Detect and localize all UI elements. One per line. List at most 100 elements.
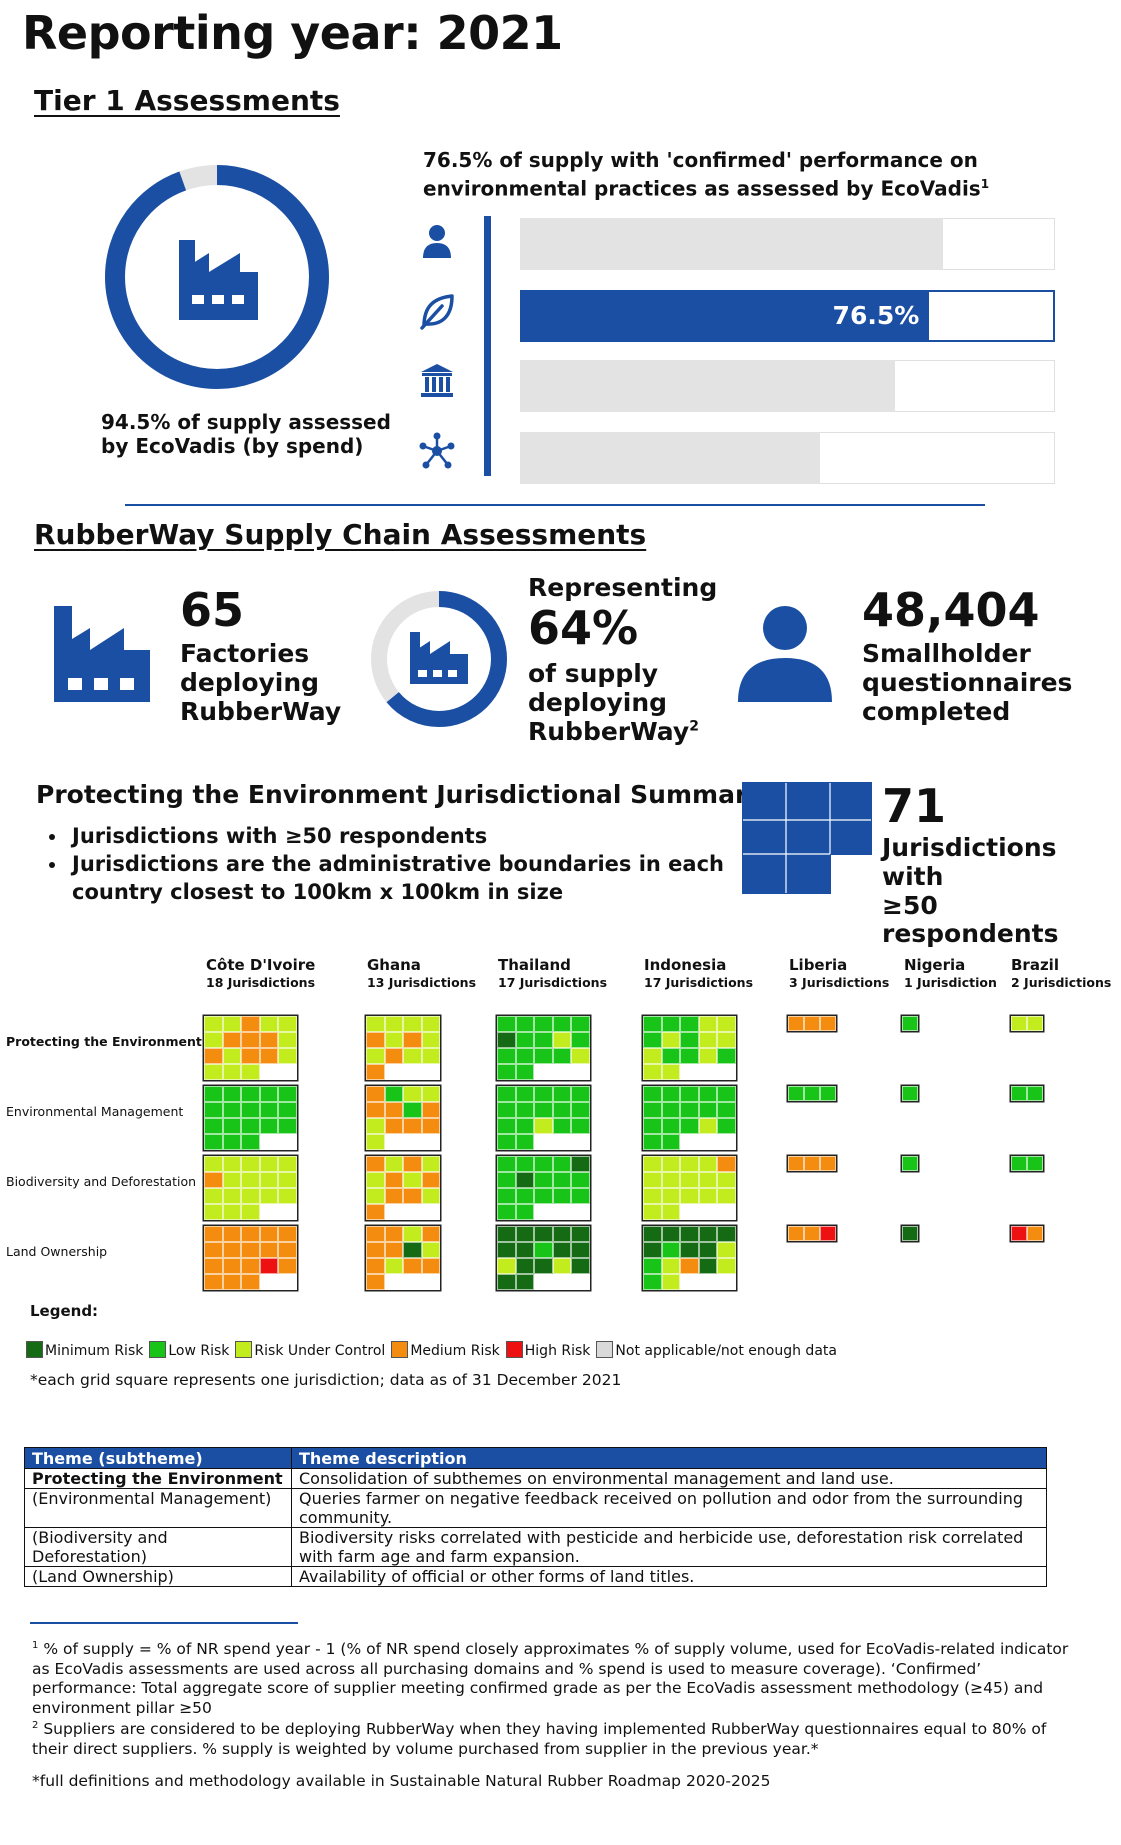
jurisdiction-cell bbox=[259, 1172, 278, 1188]
jurisdiction-cell bbox=[515, 1032, 534, 1048]
table-row: (Land Ownership) Availability of officia… bbox=[24, 1566, 1047, 1587]
jurisdiction-cell bbox=[661, 1118, 680, 1134]
jurisdiction-cell bbox=[717, 1032, 736, 1048]
jurisdiction-cell bbox=[680, 1048, 699, 1064]
jurisdiction-cell bbox=[241, 1172, 260, 1188]
jurisdiction-cell bbox=[421, 1156, 440, 1172]
jurisdiction-cell bbox=[204, 1188, 223, 1204]
jurisdiction-cell bbox=[259, 1102, 278, 1118]
jurisdiction-cell bbox=[403, 1258, 422, 1274]
legend-swatch bbox=[391, 1341, 409, 1358]
jurisdiction-cell bbox=[571, 1242, 590, 1258]
jurisdiction-cell bbox=[278, 1258, 297, 1274]
footnote-1-text: % of supply = % of NR spend year - 1 (% … bbox=[32, 1640, 1069, 1717]
rubberway-section-title: RubberWay Supply Chain Assessments bbox=[34, 518, 647, 551]
jurisdiction-cell bbox=[384, 1118, 403, 1134]
jurisdiction-cell bbox=[1011, 1226, 1027, 1241]
legend-swatch bbox=[505, 1341, 523, 1358]
jurisdiction-cell bbox=[497, 1016, 516, 1032]
jurisdiction-cell bbox=[222, 1064, 241, 1080]
jurisdiction-cell bbox=[222, 1032, 241, 1048]
jurisdiction-cell bbox=[717, 1258, 736, 1274]
jurisdiction-cell bbox=[222, 1204, 241, 1220]
table-header-cell: Theme description bbox=[291, 1447, 1047, 1469]
country-name: Côte D'Ivoire bbox=[206, 956, 316, 974]
jurisdiction-cell bbox=[241, 1274, 260, 1290]
footnote-1: 1 % of supply = % of NR spend year - 1 (… bbox=[32, 1636, 1072, 1718]
jurisdiction-cell bbox=[717, 1086, 736, 1102]
jurisdiction-cell bbox=[571, 1086, 590, 1102]
country-jurisdiction-count: 18 Jurisdictions bbox=[206, 975, 316, 990]
tier1-bar: 76.5% bbox=[520, 290, 1055, 342]
jurisdiction-cell bbox=[680, 1172, 699, 1188]
jurisdiction-cell bbox=[204, 1134, 223, 1150]
jurisdiction-cell bbox=[661, 1016, 680, 1032]
jurisdiction-cell bbox=[571, 1016, 590, 1032]
tier1-section-title: Tier 1 Assessments bbox=[34, 84, 340, 117]
jurisdiction-cell bbox=[204, 1102, 223, 1118]
jurisdiction-grid-icon bbox=[742, 782, 872, 894]
jurisdiction-cell bbox=[403, 1226, 422, 1242]
factories-text-line: Factories bbox=[180, 639, 310, 668]
jurisdiction-cell bbox=[698, 1226, 717, 1242]
page-title: Reporting year: 2021 bbox=[22, 6, 563, 60]
jurisdiction-cell bbox=[421, 1258, 440, 1274]
legend-label: Risk Under Control bbox=[254, 1343, 386, 1359]
tier1-bar bbox=[520, 218, 1055, 270]
jurisdiction-cell bbox=[259, 1086, 278, 1102]
jurisdiction-cell bbox=[421, 1102, 440, 1118]
jurisdiction-cell bbox=[643, 1226, 662, 1242]
table-cell-theme: (Biodiversity and Deforestation) bbox=[24, 1527, 292, 1567]
jurisdiction-cell bbox=[384, 1102, 403, 1118]
jurisdiction-cell bbox=[515, 1156, 534, 1172]
jurisdiction-cell bbox=[698, 1172, 717, 1188]
smallholder-person-icon bbox=[738, 606, 832, 702]
jurisdiction-cell bbox=[515, 1048, 534, 1064]
jurisdiction-cell bbox=[717, 1188, 736, 1204]
jurisdiction-cell bbox=[902, 1086, 918, 1101]
jurisdiction-cell bbox=[534, 1086, 553, 1102]
legend-item: Low Risk bbox=[149, 1341, 229, 1359]
jurisdiction-cell bbox=[1011, 1016, 1027, 1031]
jurisdiction-cell bbox=[384, 1188, 403, 1204]
jurisdiction-cell bbox=[534, 1226, 553, 1242]
jurisdiction-cell bbox=[259, 1242, 278, 1258]
jurisdiction-cell bbox=[403, 1016, 422, 1032]
jurisdiction-cell bbox=[698, 1156, 717, 1172]
jurisdiction-cell bbox=[366, 1226, 385, 1242]
jurisdiction-cell bbox=[534, 1048, 553, 1064]
country-jurisdiction-count: 1 Jurisdiction bbox=[904, 975, 997, 990]
jurisdiction-cell bbox=[571, 1172, 590, 1188]
jurisdiction-cell bbox=[820, 1086, 836, 1101]
jurisdiction-cell bbox=[680, 1016, 699, 1032]
jurisdiction-cell bbox=[259, 1032, 278, 1048]
jurisdiction-cell bbox=[552, 1032, 571, 1048]
jurisdiction-cell bbox=[366, 1102, 385, 1118]
jurisdiction-cell bbox=[515, 1064, 534, 1080]
jurisdiction-cell bbox=[643, 1086, 662, 1102]
jurisdiction-cell bbox=[241, 1102, 260, 1118]
jurisdiction-cell bbox=[515, 1204, 534, 1220]
jurisdiction-cell bbox=[820, 1226, 836, 1241]
jurisdiction-cell bbox=[643, 1156, 662, 1172]
jurisdiction-cell bbox=[259, 1258, 278, 1274]
jurisdiction-cell bbox=[643, 1102, 662, 1118]
jurisdiction-cell bbox=[571, 1226, 590, 1242]
tier1-bar-value-label: 76.5% bbox=[832, 301, 920, 330]
jurisdiction-cell bbox=[717, 1118, 736, 1134]
smallholder-count: 48,404 bbox=[862, 583, 1040, 637]
jurisdiction-cell bbox=[497, 1156, 516, 1172]
tier1-bar-fill bbox=[520, 290, 930, 342]
jurisdiction-cell bbox=[643, 1204, 662, 1220]
table-header-cell: Theme (subtheme) bbox=[24, 1447, 292, 1469]
jurisdiction-cell bbox=[661, 1172, 680, 1188]
factories-count: 65 bbox=[180, 583, 245, 637]
table-cell-theme: Protecting the Environment bbox=[24, 1468, 292, 1489]
jurisdiction-cell bbox=[698, 1118, 717, 1134]
table-row: (Environmental Management) Queries farme… bbox=[24, 1488, 1047, 1528]
jurisdiction-cell bbox=[366, 1242, 385, 1258]
jurisdiction-cell bbox=[698, 1242, 717, 1258]
jurisdiction-cell bbox=[534, 1242, 553, 1258]
jurisdiction-cell bbox=[241, 1188, 260, 1204]
jurisdiction-cell bbox=[661, 1274, 680, 1290]
